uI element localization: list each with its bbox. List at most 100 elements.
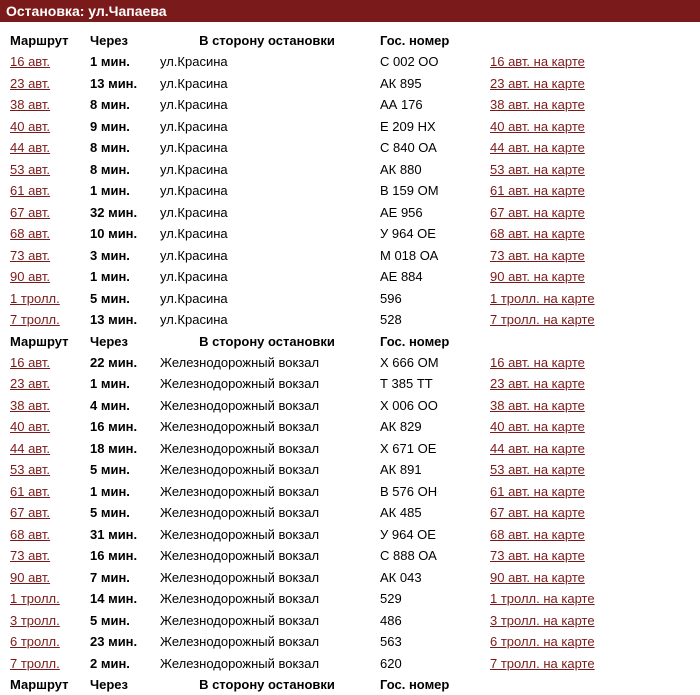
map-link[interactable]: 6 тролл. на карте [490,634,595,649]
map-link[interactable]: 68 авт. на карте [490,226,585,241]
map-link[interactable]: 38 авт. на карте [490,398,585,413]
route-link[interactable]: 67 авт. [10,505,50,520]
route-link[interactable]: 38 авт. [10,97,50,112]
map-cell: 6 тролл. на карте [490,631,690,653]
gos-cell: В 576 ОН [380,481,490,503]
time-cell: 1 мин. [90,180,160,202]
gos-cell: 620 [380,653,490,675]
map-cell: 23 авт. на карте [490,373,690,395]
time-cell: 14 мин. [90,588,160,610]
map-cell: 40 авт. на карте [490,416,690,438]
map-link[interactable]: 73 авт. на карте [490,248,585,263]
header-dest: В сторону остановки [160,331,380,352]
map-link[interactable]: 3 тролл. на карте [490,613,595,628]
map-link[interactable]: 44 авт. на карте [490,441,585,456]
route-cell: 53 авт. [10,159,90,181]
time-cell: 23 мин. [90,631,160,653]
route-link[interactable]: 16 авт. [10,355,50,370]
map-link[interactable]: 53 авт. на карте [490,162,585,177]
route-link[interactable]: 44 авт. [10,441,50,456]
route-link[interactable]: 3 тролл. [10,613,60,628]
route-link[interactable]: 67 авт. [10,205,50,220]
map-link[interactable]: 40 авт. на карте [490,119,585,134]
route-cell: 73 авт. [10,245,90,267]
route-cell: 23 авт. [10,73,90,95]
header-gos: Гос. номер [380,331,490,352]
map-cell: 44 авт. на карте [490,438,690,460]
route-cell: 16 авт. [10,352,90,374]
map-link[interactable]: 23 авт. на карте [490,376,585,391]
map-link[interactable]: 1 тролл. на карте [490,291,595,306]
route-link[interactable]: 90 авт. [10,570,50,585]
dest-cell: ул.Красина [160,223,380,245]
route-link[interactable]: 1 тролл. [10,591,60,606]
route-link[interactable]: 7 тролл. [10,312,60,327]
map-link[interactable]: 16 авт. на карте [490,54,585,69]
time-cell: 32 мин. [90,202,160,224]
time-cell: 13 мин. [90,73,160,95]
map-link[interactable]: 40 авт. на карте [490,419,585,434]
route-link[interactable]: 61 авт. [10,183,50,198]
dest-cell: Железнодорожный вокзал [160,438,380,460]
schedule-content: Маршрут Через В сторону остановки Гос. н… [0,22,700,695]
route-link[interactable]: 68 авт. [10,226,50,241]
map-cell: 38 авт. на карте [490,94,690,116]
route-link[interactable]: 16 авт. [10,54,50,69]
time-cell: 1 мин. [90,481,160,503]
route-link[interactable]: 40 авт. [10,419,50,434]
map-link[interactable]: 68 авт. на карте [490,527,585,542]
gos-cell: М 018 ОА [380,245,490,267]
route-link[interactable]: 73 авт. [10,548,50,563]
dest-cell: ул.Красина [160,116,380,138]
map-link[interactable]: 90 авт. на карте [490,269,585,284]
route-link[interactable]: 53 авт. [10,462,50,477]
gos-cell: Х 671 ОЕ [380,438,490,460]
map-cell: 3 тролл. на карте [490,610,690,632]
route-link[interactable]: 7 тролл. [10,656,60,671]
dest-cell: ул.Красина [160,288,380,310]
map-link[interactable]: 53 авт. на карте [490,462,585,477]
route-link[interactable]: 23 авт. [10,376,50,391]
table-row: 23 авт.13 мин.ул.КрасинаАК 89523 авт. на… [10,73,690,95]
map-link[interactable]: 67 авт. на карте [490,205,585,220]
gos-cell: АК 891 [380,459,490,481]
map-link[interactable]: 61 авт. на карте [490,183,585,198]
dest-cell: Железнодорожный вокзал [160,416,380,438]
table-row: 3 тролл.5 мин.Железнодорожный вокзал4863… [10,610,690,632]
route-link[interactable]: 40 авт. [10,119,50,134]
route-link[interactable]: 44 авт. [10,140,50,155]
map-link[interactable]: 67 авт. на карте [490,505,585,520]
section2-header: Маршрут Через В сторону остановки Гос. н… [10,331,690,352]
map-link[interactable]: 23 авт. на карте [490,76,585,91]
map-link[interactable]: 44 авт. на карте [490,140,585,155]
header-map [490,331,690,352]
route-link[interactable]: 61 авт. [10,484,50,499]
route-link[interactable]: 68 авт. [10,527,50,542]
time-cell: 1 мин. [90,51,160,73]
map-cell: 53 авт. на карте [490,459,690,481]
route-link[interactable]: 38 авт. [10,398,50,413]
time-cell: 4 мин. [90,395,160,417]
route-link[interactable]: 90 авт. [10,269,50,284]
time-cell: 5 мин. [90,610,160,632]
table-row: 16 авт.22 мин.Железнодорожный вокзалХ 66… [10,352,690,374]
route-link[interactable]: 53 авт. [10,162,50,177]
map-link[interactable]: 7 тролл. на карте [490,656,595,671]
map-link[interactable]: 16 авт. на карте [490,355,585,370]
table-row: 40 авт.16 мин.Железнодорожный вокзалАК 8… [10,416,690,438]
dest-cell: ул.Красина [160,73,380,95]
map-link[interactable]: 38 авт. на карте [490,97,585,112]
map-cell: 61 авт. на карте [490,481,690,503]
route-link[interactable]: 6 тролл. [10,634,60,649]
gos-cell: АК 880 [380,159,490,181]
gos-cell: Т 385 ТТ [380,373,490,395]
route-link[interactable]: 1 тролл. [10,291,60,306]
map-link[interactable]: 61 авт. на карте [490,484,585,499]
route-link[interactable]: 23 авт. [10,76,50,91]
header-map [490,674,690,695]
map-link[interactable]: 7 тролл. на карте [490,312,595,327]
map-link[interactable]: 1 тролл. на карте [490,591,595,606]
map-link[interactable]: 73 авт. на карте [490,548,585,563]
map-link[interactable]: 90 авт. на карте [490,570,585,585]
route-link[interactable]: 73 авт. [10,248,50,263]
